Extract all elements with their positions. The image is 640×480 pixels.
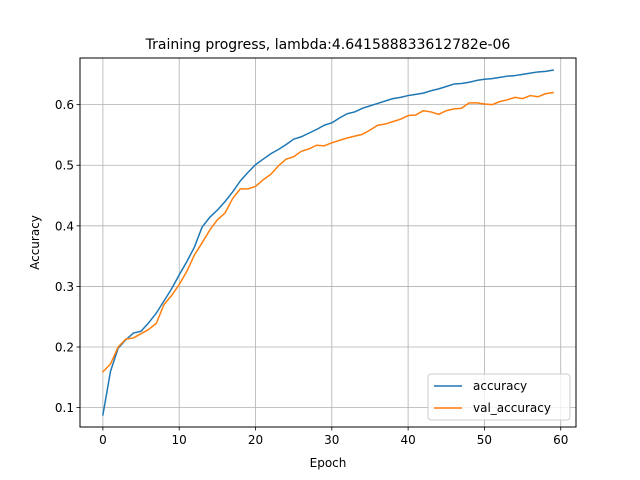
y-tick-label: 0.1 <box>55 401 74 415</box>
y-tick-label: 0.4 <box>55 219 74 233</box>
chart-title: Training progress, lambda:4.641588833612… <box>145 37 511 53</box>
y-tick-label: 0.6 <box>55 98 74 112</box>
y-tick-label: 0.3 <box>55 280 74 294</box>
series-line-val-accuracy <box>101 91 554 373</box>
y-axis-ticks: 0.1 0.2 0.3 0.4 0.5 0.6 <box>55 98 80 415</box>
grid <box>80 58 576 427</box>
y-tick-label: 0.2 <box>55 341 74 355</box>
legend-box <box>427 373 571 421</box>
x-tick-label: 10 <box>172 433 187 447</box>
x-axis-ticks: 0 10 20 30 40 50 60 <box>99 427 568 447</box>
legend-label-val-accuracy: val_accuracy <box>473 401 551 415</box>
x-tick-label: 60 <box>553 433 568 447</box>
legend-label-accuracy: accuracy <box>473 379 527 393</box>
y-axis-label: Accuracy <box>28 215 42 270</box>
x-tick-label: 40 <box>400 433 415 447</box>
plot-frame <box>79 57 577 428</box>
x-axis-label: Epoch <box>310 456 347 470</box>
x-tick-label: 0 <box>99 433 107 447</box>
y-tick-label: 0.5 <box>55 159 74 173</box>
x-tick-label: 50 <box>477 433 492 447</box>
legend: accuracy val_accuracy <box>427 373 571 421</box>
x-tick-label: 20 <box>248 433 263 447</box>
series-line-accuracy <box>102 69 554 416</box>
series-lines <box>101 69 554 416</box>
x-tick-label: 30 <box>324 433 339 447</box>
